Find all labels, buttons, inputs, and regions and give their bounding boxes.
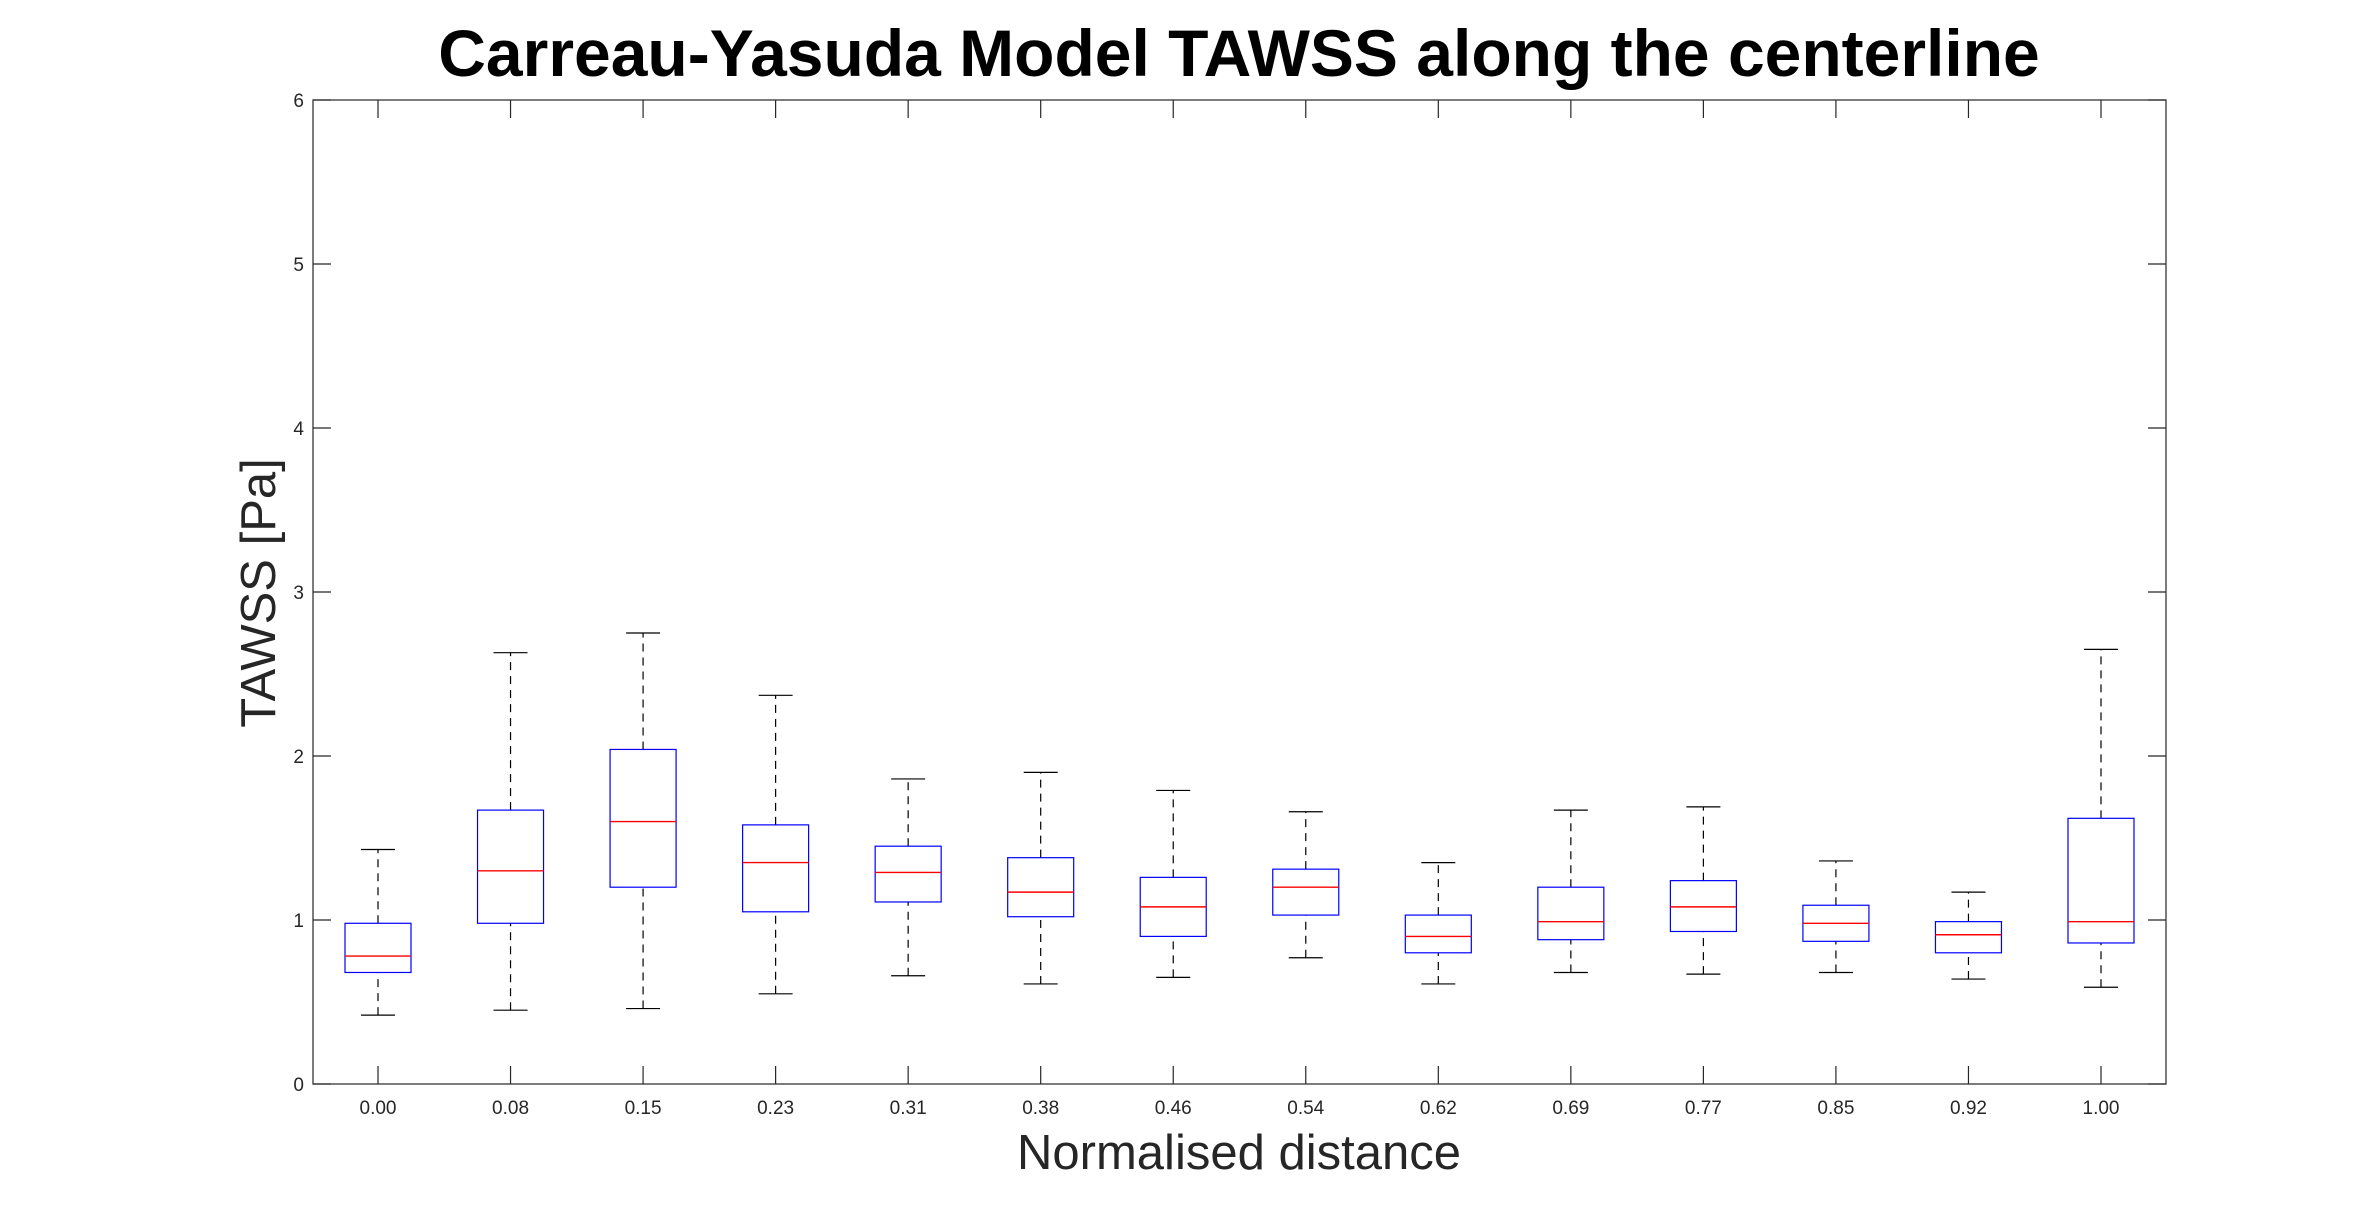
iqr-box — [1537, 886, 1605, 941]
x-tick-label: 0.62 — [1420, 1098, 1457, 1119]
box-0.77 — [1669, 806, 1737, 975]
x-tick-label: 0.23 — [757, 1098, 794, 1119]
y-tick-label: 5 — [293, 255, 304, 276]
y-axis-ticks: 0 1 2 3 4 5 6 — [293, 91, 2166, 1096]
box-0.85 — [1802, 860, 1870, 974]
y-tick-label: 2 — [293, 747, 304, 768]
y-tick-label: 1 — [293, 911, 304, 932]
iqr-box — [1404, 914, 1472, 954]
box-0.46 — [1139, 789, 1207, 979]
x-tick-label: 0.31 — [890, 1098, 927, 1119]
iqr-box — [1934, 921, 2003, 954]
x-axis-label: Normalised distance — [1017, 1126, 1461, 1180]
x-tick-label: 0.08 — [492, 1098, 529, 1119]
y-tick-label: 4 — [293, 419, 304, 440]
y-tick-label: 3 — [293, 583, 304, 604]
chart-title: Carreau-Yasuda Model TAWSS along the cen… — [438, 16, 2039, 90]
plot-area — [312, 99, 2167, 1085]
iqr-box — [874, 845, 942, 903]
iqr-box — [1272, 868, 1340, 916]
box-0.31 — [874, 778, 942, 977]
x-tick-label: 0.46 — [1155, 1098, 1192, 1119]
iqr-box — [476, 809, 545, 924]
x-tick-label: 0.15 — [625, 1098, 662, 1119]
iqr-box — [1007, 857, 1075, 918]
y-tick-label: 0 — [293, 1075, 304, 1096]
iqr-box — [742, 824, 810, 913]
x-tick-label: 0.69 — [1552, 1098, 1589, 1119]
iqr-box — [1669, 880, 1737, 933]
box-1.00 — [2067, 648, 2135, 988]
x-tick-label: 0.77 — [1685, 1098, 1722, 1119]
box-0.23 — [742, 694, 810, 995]
x-tick-label: 0.54 — [1287, 1098, 1324, 1119]
box-series — [344, 632, 2135, 1016]
x-axis-ticks: 0.00 0.08 0.15 0.23 0.31 0.38 0.46 0.54 0.62 0.69… — [360, 100, 2120, 1119]
box-0.62 — [1404, 861, 1472, 985]
box-0.00 — [344, 848, 412, 1016]
box-0.08 — [476, 652, 545, 1011]
x-tick-label: 0.92 — [1950, 1098, 1987, 1119]
iqr-box — [2067, 817, 2135, 944]
x-tick-label: 1.00 — [2083, 1098, 2120, 1119]
box-0.69 — [1537, 809, 1605, 974]
box-0.92 — [1934, 891, 2003, 980]
box-0.15 — [609, 632, 677, 1010]
iqr-box — [344, 922, 412, 974]
y-axis-label: TAWSS [Pa] — [232, 458, 286, 728]
x-tick-label: 0.00 — [360, 1098, 397, 1119]
box-0.38 — [1007, 771, 1075, 985]
y-tick-label: 6 — [293, 91, 304, 112]
x-tick-label: 0.38 — [1022, 1098, 1059, 1119]
iqr-box — [609, 748, 677, 888]
box-0.54 — [1272, 811, 1340, 959]
x-tick-label: 0.85 — [1817, 1098, 1854, 1119]
